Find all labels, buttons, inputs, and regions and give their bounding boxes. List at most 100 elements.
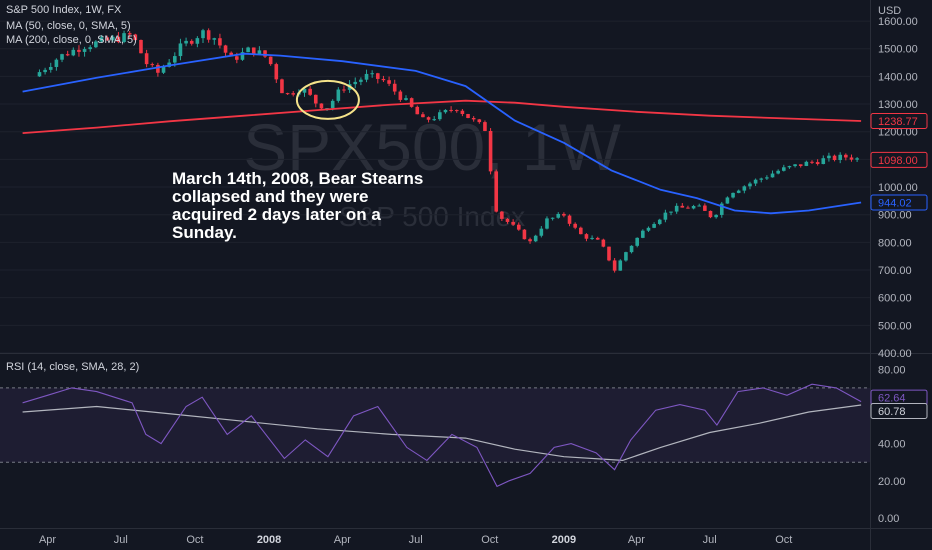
- candle-body: [612, 260, 617, 271]
- candle-body: [274, 64, 279, 80]
- candle-body: [336, 89, 341, 101]
- candle-body: [139, 39, 143, 54]
- rsi-tick-label: 0.00: [878, 513, 899, 525]
- candle-body: [657, 219, 662, 224]
- candle-body: [798, 164, 803, 166]
- legend-ma200[interactable]: MA (200, close, 0, SMA, 5): [6, 34, 137, 46]
- candle-body: [849, 157, 854, 160]
- watermark-name: S&P 500 Index: [339, 201, 525, 232]
- candle-body: [832, 155, 837, 160]
- candle-body: [793, 164, 797, 167]
- legend-main[interactable]: S&P 500 Index, 1W, FX: [6, 4, 122, 16]
- candle-body: [719, 203, 724, 215]
- candle-body: [257, 50, 262, 54]
- candle-body: [607, 246, 611, 261]
- candle-body: [359, 79, 363, 82]
- time-axis[interactable]: Apr Jul Oct 2008 Apr Jul Oct 2009 Apr Jul Oct: [39, 534, 792, 546]
- candle-body: [184, 40, 188, 44]
- candle-body: [178, 43, 183, 57]
- candle-body: [810, 161, 814, 163]
- candle-body: [454, 110, 459, 112]
- candle-body: [556, 213, 561, 218]
- candle-body: [387, 80, 391, 84]
- price-tick-label: 500.00: [878, 320, 912, 332]
- price-tick-label: 1200.00: [878, 127, 918, 139]
- candle-body: [691, 206, 696, 209]
- candle-body: [127, 33, 132, 35]
- legend-ma50[interactable]: MA (50, close, 0, SMA, 5): [6, 20, 131, 32]
- candle-body: [460, 110, 465, 115]
- candle-body: [815, 162, 820, 165]
- price-value-box: [870, 151, 928, 168]
- candle-body: [263, 50, 267, 57]
- price-tick-label: 1400.00: [878, 71, 918, 83]
- candle-body: [404, 98, 408, 100]
- candle-body: [173, 56, 177, 63]
- candle-body: [708, 210, 713, 218]
- candle-body: [787, 166, 792, 168]
- candle-body: [483, 122, 487, 131]
- rsi-value-label: 60.78: [878, 406, 906, 418]
- price-value-label: 944.02: [878, 198, 912, 210]
- candle-body: [624, 252, 628, 261]
- candle-body: [432, 119, 436, 121]
- candle-body: [782, 167, 786, 171]
- candle-body: [736, 190, 741, 193]
- candle-body: [776, 170, 780, 174]
- price-tick-label: 1500.00: [878, 44, 918, 56]
- candle-body: [827, 155, 831, 159]
- candle-body: [680, 205, 685, 208]
- candle-body: [122, 33, 126, 42]
- candle-body: [844, 154, 848, 158]
- legend-rsi[interactable]: RSI (14, close, SMA, 28, 2): [6, 361, 140, 373]
- time-tick-label: 2008: [257, 534, 281, 546]
- candle-body: [550, 217, 555, 219]
- candle-body: [415, 106, 420, 115]
- time-tick-label: Apr: [628, 534, 645, 546]
- candle-body: [646, 227, 651, 231]
- candle-body: [291, 93, 296, 95]
- price-value-box: [870, 194, 928, 211]
- candle-body: [409, 98, 414, 107]
- candle-body: [285, 93, 290, 95]
- candle-body: [641, 230, 645, 238]
- rsi-band-fill: [0, 387, 870, 463]
- candle-body: [330, 100, 335, 109]
- candle-body: [116, 36, 121, 42]
- candle-body: [212, 38, 217, 40]
- candle-body: [370, 73, 374, 75]
- rsi-ma-line: [22, 404, 862, 462]
- price-axis[interactable]: 400.00 500.00 600.00 700.00 800.00 900.00 1000…: [878, 16, 918, 360]
- candle-body: [629, 245, 634, 253]
- rsi-line: [22, 383, 862, 488]
- candle-body: [342, 89, 346, 91]
- candle-body: [426, 117, 431, 120]
- time-tick-label: Oct: [186, 534, 203, 546]
- candle-body: [376, 73, 380, 79]
- candle-body: [505, 218, 510, 222]
- candle-body: [821, 158, 826, 165]
- candle-body: [144, 53, 149, 65]
- rsi-tick-label: 20.00: [878, 476, 906, 488]
- time-tick-label: Jul: [703, 534, 717, 546]
- candle-body: [567, 215, 572, 224]
- candle-body: [71, 49, 76, 56]
- grid-lines: [0, 20, 870, 354]
- candle-body: [533, 235, 538, 242]
- candle-body: [54, 59, 59, 67]
- time-tick-label: 2009: [552, 534, 576, 546]
- candle-body: [99, 37, 104, 42]
- candle-body: [471, 117, 476, 120]
- candle-body: [246, 47, 250, 53]
- candle-body: [43, 69, 47, 73]
- candle-body: [522, 229, 527, 240]
- candle-body: [669, 211, 673, 213]
- candle-body: [579, 227, 583, 235]
- ma50-line: [22, 52, 862, 215]
- candle-body: [731, 192, 735, 198]
- candle-body: [748, 183, 752, 187]
- candle-body: [601, 239, 606, 247]
- candle-body: [94, 41, 98, 48]
